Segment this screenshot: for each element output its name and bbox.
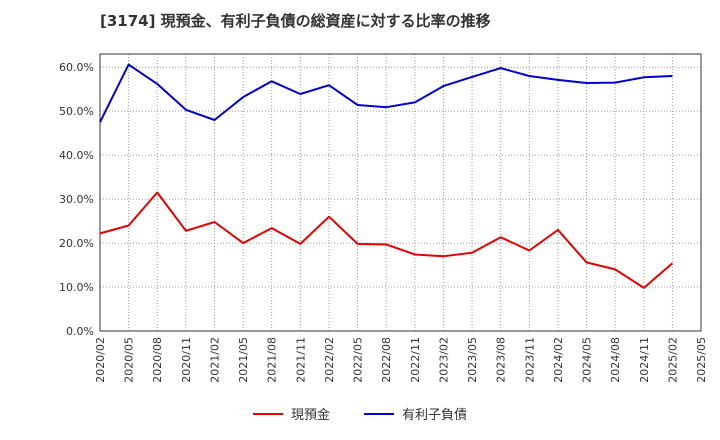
- plot-frame: [99, 53, 702, 332]
- x-tick-label: 2021/11: [294, 337, 307, 383]
- series-layer: [99, 63, 674, 289]
- legend-swatch-cash: [252, 412, 283, 415]
- y-tick-label: 60.0%: [59, 61, 94, 74]
- y-tick-label: 50.0%: [59, 105, 94, 118]
- y-tick-label: 40.0%: [59, 149, 94, 162]
- x-tick-label: 2022/11: [409, 337, 422, 383]
- x-tick-label: 2021/05: [237, 337, 250, 383]
- y-tick-label: 30.0%: [59, 193, 94, 206]
- x-tick-label: 2024/08: [609, 337, 622, 383]
- x-tick-label: 2020/02: [94, 337, 107, 383]
- x-tick-label: 2021/02: [208, 337, 221, 383]
- series-line-debt: [99, 63, 673, 123]
- x-tick-label: 2022/02: [323, 337, 336, 383]
- chart-title: [3174] 現預金、有利子負債の総資産に対する比率の推移: [100, 12, 491, 30]
- legend-label-debt: 有利子負債: [402, 408, 468, 423]
- legend-item-debt: 有利子負債: [364, 404, 467, 423]
- legend: 現預金 有利子負債: [0, 404, 720, 423]
- x-axis-tick-labels: 2020/02 2020/05 2020/08 2020/11 2021/02 2021/…: [94, 337, 708, 383]
- x-tick-label: 2020/11: [180, 337, 193, 383]
- series-line-cash: [99, 191, 674, 289]
- x-tick-label: 2024/02: [552, 337, 565, 383]
- x-tick-label: 2024/05: [581, 337, 594, 383]
- legend-label-cash: 現預金: [290, 408, 330, 423]
- x-tick-label: 2020/05: [123, 337, 136, 383]
- x-tick-label: 2023/05: [466, 337, 479, 383]
- x-tick-label: 2025/02: [666, 337, 679, 383]
- y-tick-label: 0.0%: [66, 325, 94, 338]
- x-tick-label: 2023/11: [523, 337, 536, 383]
- x-tick-label: 2023/02: [437, 337, 450, 383]
- x-tick-label: 2023/08: [495, 337, 508, 383]
- x-tick-label: 2022/08: [380, 337, 393, 383]
- x-tick-label: 2021/08: [266, 337, 279, 383]
- x-tick-label: 2022/05: [352, 337, 365, 383]
- x-tick-label: 2024/11: [638, 337, 651, 383]
- legend-item-cash: 現預金: [252, 404, 330, 423]
- y-tick-label: 10.0%: [59, 281, 94, 294]
- y-tick-label: 20.0%: [59, 237, 94, 250]
- x-tick-label: 2020/08: [151, 337, 164, 383]
- x-tick-label: 2025/05: [695, 337, 708, 383]
- plot-background: [100, 54, 701, 331]
- y-axis-tick-labels: 0.0% 10.0% 20.0% 30.0% 40.0% 50.0% 60.0%: [59, 61, 94, 338]
- legend-swatch-debt: [364, 412, 394, 415]
